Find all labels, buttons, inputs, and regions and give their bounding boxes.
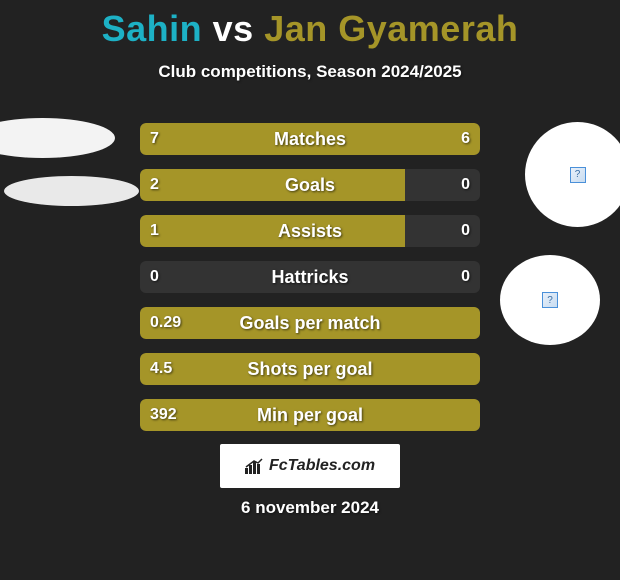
stat-row: 76Matches (140, 123, 480, 155)
stat-bar-left (140, 169, 405, 201)
subtitle: Club competitions, Season 2024/2025 (0, 62, 620, 82)
stat-bar-left (140, 399, 480, 431)
comparison-bars: 76Matches20Goals10Assists00Hattricks0.29… (140, 123, 480, 445)
player1-name: Sahin (102, 8, 203, 49)
comparison-date: 6 november 2024 (0, 498, 620, 518)
stat-bar-right (327, 123, 480, 155)
missing-image-icon: ? (570, 167, 586, 183)
player-photo-placeholder-1: ? (525, 122, 620, 227)
stat-value-right: 0 (461, 261, 470, 293)
stat-row: 392Min per goal (140, 399, 480, 431)
decorative-ellipse-2 (4, 176, 139, 206)
stat-label: Hattricks (140, 261, 480, 293)
stat-bar-left (140, 123, 327, 155)
stat-value-left: 392 (150, 399, 177, 431)
decorative-ellipse-1 (0, 118, 115, 158)
stat-row: 0 0Hattricks (140, 261, 480, 293)
stat-bar-left (140, 215, 405, 247)
logo-text: FcTables.com (269, 457, 375, 475)
stat-value-right: 0 (461, 215, 470, 247)
stat-bar-left (140, 353, 480, 385)
player2-name: Jan Gyamerah (264, 8, 518, 49)
chart-icon (245, 458, 265, 474)
player-photo-placeholder-2: ? (500, 255, 600, 345)
stat-row: 10Assists (140, 215, 480, 247)
stat-row: 20Goals (140, 169, 480, 201)
fctables-logo: FcTables.com (220, 444, 400, 488)
stat-row: 4.5Shots per goal (140, 353, 480, 385)
stat-value-right: 6 (461, 123, 470, 155)
stat-value-left: 1 (150, 215, 159, 247)
stat-value-left: 0 (150, 261, 159, 293)
missing-image-icon: ? (542, 292, 558, 308)
stat-value-left: 2 (150, 169, 159, 201)
stat-row: 0.29Goals per match (140, 307, 480, 339)
stat-value-left: 7 (150, 123, 159, 155)
stat-value-left: 4.5 (150, 353, 172, 385)
stat-bar-left (140, 307, 480, 339)
comparison-title: Sahin vs Jan Gyamerah (0, 0, 620, 50)
vs-text: vs (213, 8, 254, 49)
stat-value-right: 0 (461, 169, 470, 201)
stat-value-left: 0.29 (150, 307, 181, 339)
